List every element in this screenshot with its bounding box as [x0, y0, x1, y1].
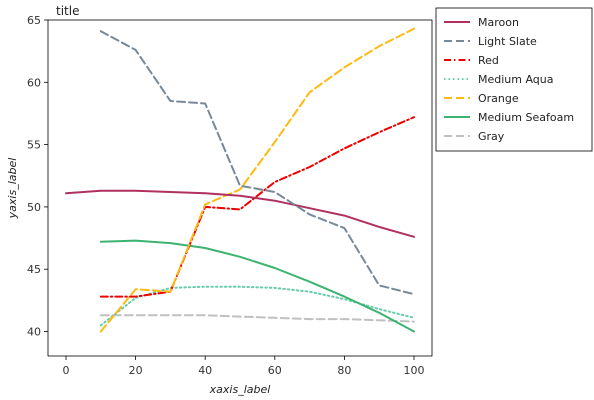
- series-line-red: [99, 116, 415, 298]
- series-line-gray: [99, 314, 415, 323]
- chart-title: title: [56, 4, 79, 18]
- legend-label: Light Slate: [478, 35, 537, 48]
- legend-label: Medium Seafoam: [478, 111, 574, 124]
- y-tick-label: 45: [27, 263, 41, 276]
- plot-area: [65, 27, 415, 333]
- x-tick-label: 80: [337, 364, 351, 377]
- series-line-maroon: [65, 189, 415, 238]
- legend-label: Gray: [478, 130, 505, 143]
- y-tick-label: 40: [27, 326, 41, 339]
- y-tick-label: 55: [27, 139, 41, 152]
- y-tick-label: 65: [27, 14, 41, 27]
- series-line-light-slate: [99, 30, 415, 296]
- axes: 40 45 50 55 60 65 0 20 40 60 80 100: [27, 14, 433, 377]
- x-tick-label: 40: [198, 364, 212, 377]
- x-tick-label: 60: [268, 364, 282, 377]
- y-tick-label: 60: [27, 76, 41, 89]
- legend-label: Maroon: [478, 16, 519, 29]
- series-line-orange: [99, 27, 415, 333]
- plot-frame: [47, 19, 433, 357]
- legend-label: Red: [478, 54, 499, 67]
- legend-label: Orange: [478, 92, 519, 105]
- x-axis-label: xaxis_label: [209, 383, 271, 396]
- legend: Maroon Light Slate Red Medium Aqua Orange Med…: [435, 7, 593, 152]
- y-axis-label: yaxis_label: [6, 158, 19, 220]
- x-tick-label: 100: [404, 364, 425, 377]
- y-tick-label: 50: [27, 201, 41, 214]
- series-line-medium-seafoam: [99, 239, 415, 333]
- x-tick-label: 20: [129, 364, 143, 377]
- legend-label: Medium Aqua: [478, 73, 554, 86]
- x-tick-label: 0: [63, 364, 70, 377]
